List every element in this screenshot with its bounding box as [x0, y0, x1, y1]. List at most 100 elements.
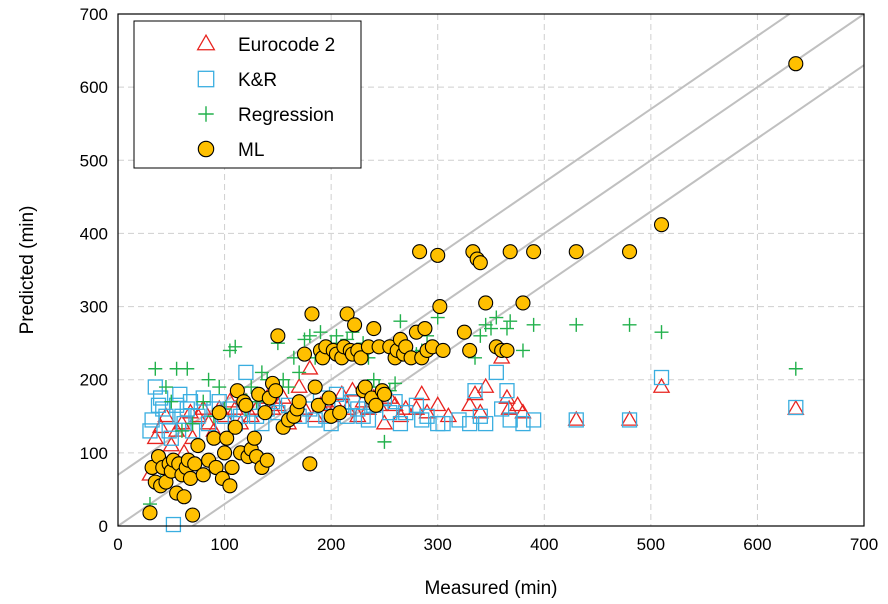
- data-point: [376, 386, 392, 402]
- legend-label: Eurocode 2: [238, 35, 335, 56]
- data-point: [412, 244, 428, 260]
- data-point: [259, 452, 275, 468]
- data-point: [621, 244, 638, 260]
- data-point: [653, 217, 670, 233]
- data-point: [148, 361, 163, 376]
- data-point: [568, 412, 584, 428]
- data-point: [366, 372, 381, 387]
- data-point: [622, 317, 637, 332]
- y-tick-label: 700: [80, 5, 108, 24]
- data-point: [227, 419, 243, 435]
- x-tick-label: 500: [637, 535, 665, 554]
- data-point: [488, 364, 504, 381]
- data-point: [270, 328, 286, 344]
- data-point: [238, 364, 254, 381]
- x-tick-label: 700: [850, 535, 878, 554]
- data-point: [219, 430, 235, 446]
- data-point: [185, 416, 200, 431]
- x-axis-label: Measured (min): [424, 578, 557, 599]
- data-point: [163, 430, 179, 446]
- data-point: [190, 437, 206, 454]
- data-point: [788, 399, 804, 416]
- data-point: [206, 430, 222, 446]
- legend: Eurocode 2 K&R Regression ML: [133, 20, 362, 169]
- y-tick-labels: 0 100 200 300 400 500 600 700: [80, 5, 108, 536]
- data-point: [788, 56, 804, 72]
- data-point: [302, 328, 317, 343]
- data-point: [466, 385, 484, 401]
- data-point: [228, 339, 243, 354]
- data-point: [569, 317, 584, 332]
- data-point: [375, 414, 394, 430]
- data-point: [196, 394, 211, 409]
- data-point: [652, 377, 671, 393]
- data-point: [621, 412, 638, 428]
- data-point: [347, 317, 363, 333]
- data-point: [368, 397, 384, 413]
- data-point: [238, 397, 254, 413]
- data-point: [333, 385, 351, 401]
- data-point: [392, 415, 409, 432]
- legend-marker: [198, 106, 214, 122]
- legend-marker: [197, 140, 215, 158]
- data-point: [152, 390, 169, 406]
- data-point: [158, 380, 173, 395]
- data-point: [432, 299, 448, 315]
- data-point: [268, 383, 284, 399]
- data-point: [467, 383, 483, 399]
- data-point: [174, 423, 189, 438]
- data-point: [489, 310, 504, 325]
- y-axis-label: Predicted (min): [17, 206, 38, 335]
- data-point: [296, 346, 313, 362]
- data-point: [187, 456, 203, 472]
- data-point: [502, 244, 518, 260]
- x-tick-labels: 0 100 200 300 400 500 600 700: [113, 535, 878, 554]
- data-point: [246, 430, 262, 446]
- data-point: [478, 415, 494, 432]
- legend-marker: [196, 33, 216, 51]
- data-point: [499, 342, 515, 359]
- data-point: [353, 350, 369, 366]
- data-point: [568, 244, 584, 260]
- data-point: [142, 423, 158, 439]
- y-tick-label: 300: [80, 298, 108, 317]
- data-point: [499, 383, 515, 399]
- data-point: [498, 388, 516, 404]
- data-point: [515, 295, 531, 311]
- data-point: [654, 325, 669, 340]
- data-point: [653, 369, 670, 386]
- data-point: [164, 394, 179, 409]
- reference-line: [190, 64, 864, 526]
- data-point: [307, 412, 323, 428]
- data-point: [414, 412, 430, 428]
- data-points: [141, 56, 805, 533]
- data-point: [307, 379, 323, 395]
- x-tick-label: 100: [210, 535, 238, 554]
- data-point: [428, 396, 447, 412]
- y-tick-label: 100: [80, 444, 108, 463]
- data-point: [526, 244, 542, 260]
- data-point: [360, 412, 377, 428]
- data-point: [525, 412, 542, 428]
- x-tick-label: 0: [113, 535, 122, 554]
- data-point: [162, 436, 181, 452]
- data-point: [460, 396, 479, 412]
- data-point: [788, 361, 803, 376]
- data-point: [217, 445, 233, 461]
- data-point: [244, 380, 259, 395]
- data-point: [212, 380, 227, 395]
- data-point: [526, 317, 541, 332]
- data-point: [413, 385, 431, 401]
- data-point: [478, 295, 494, 311]
- data-point: [304, 306, 320, 322]
- data-point: [417, 320, 433, 337]
- legend-label: ML: [238, 140, 264, 161]
- y-tick-label: 0: [99, 517, 108, 536]
- data-point: [313, 325, 328, 340]
- data-point: [281, 380, 296, 395]
- data-point: [515, 343, 530, 358]
- data-point: [254, 365, 269, 380]
- data-point: [514, 403, 532, 419]
- data-point: [292, 365, 307, 380]
